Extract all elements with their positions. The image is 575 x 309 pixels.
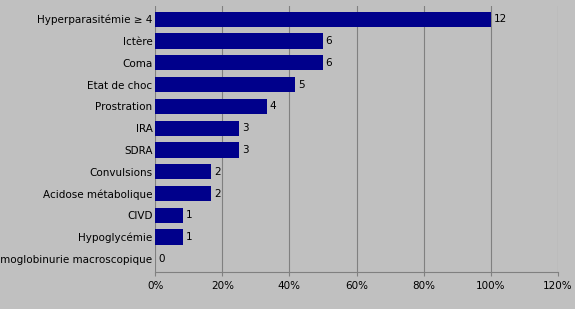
- Bar: [155, 55, 323, 70]
- Text: 0: 0: [158, 254, 164, 264]
- Text: 2: 2: [214, 167, 220, 177]
- Text: 4: 4: [270, 101, 277, 111]
- Text: 1: 1: [186, 210, 193, 220]
- Bar: [155, 12, 490, 27]
- Text: 6: 6: [325, 58, 332, 68]
- Bar: [155, 142, 239, 158]
- Bar: [155, 230, 183, 245]
- Bar: [155, 208, 183, 223]
- Bar: [155, 77, 295, 92]
- Text: 3: 3: [242, 145, 248, 155]
- Text: 6: 6: [325, 36, 332, 46]
- Text: 2: 2: [214, 188, 220, 198]
- Text: 12: 12: [493, 14, 507, 24]
- Text: 1: 1: [186, 232, 193, 242]
- Text: 5: 5: [298, 80, 304, 90]
- Bar: [155, 121, 239, 136]
- Bar: [155, 164, 211, 179]
- Bar: [155, 33, 323, 49]
- Bar: [155, 99, 267, 114]
- Bar: [155, 186, 211, 201]
- Text: 3: 3: [242, 123, 248, 133]
